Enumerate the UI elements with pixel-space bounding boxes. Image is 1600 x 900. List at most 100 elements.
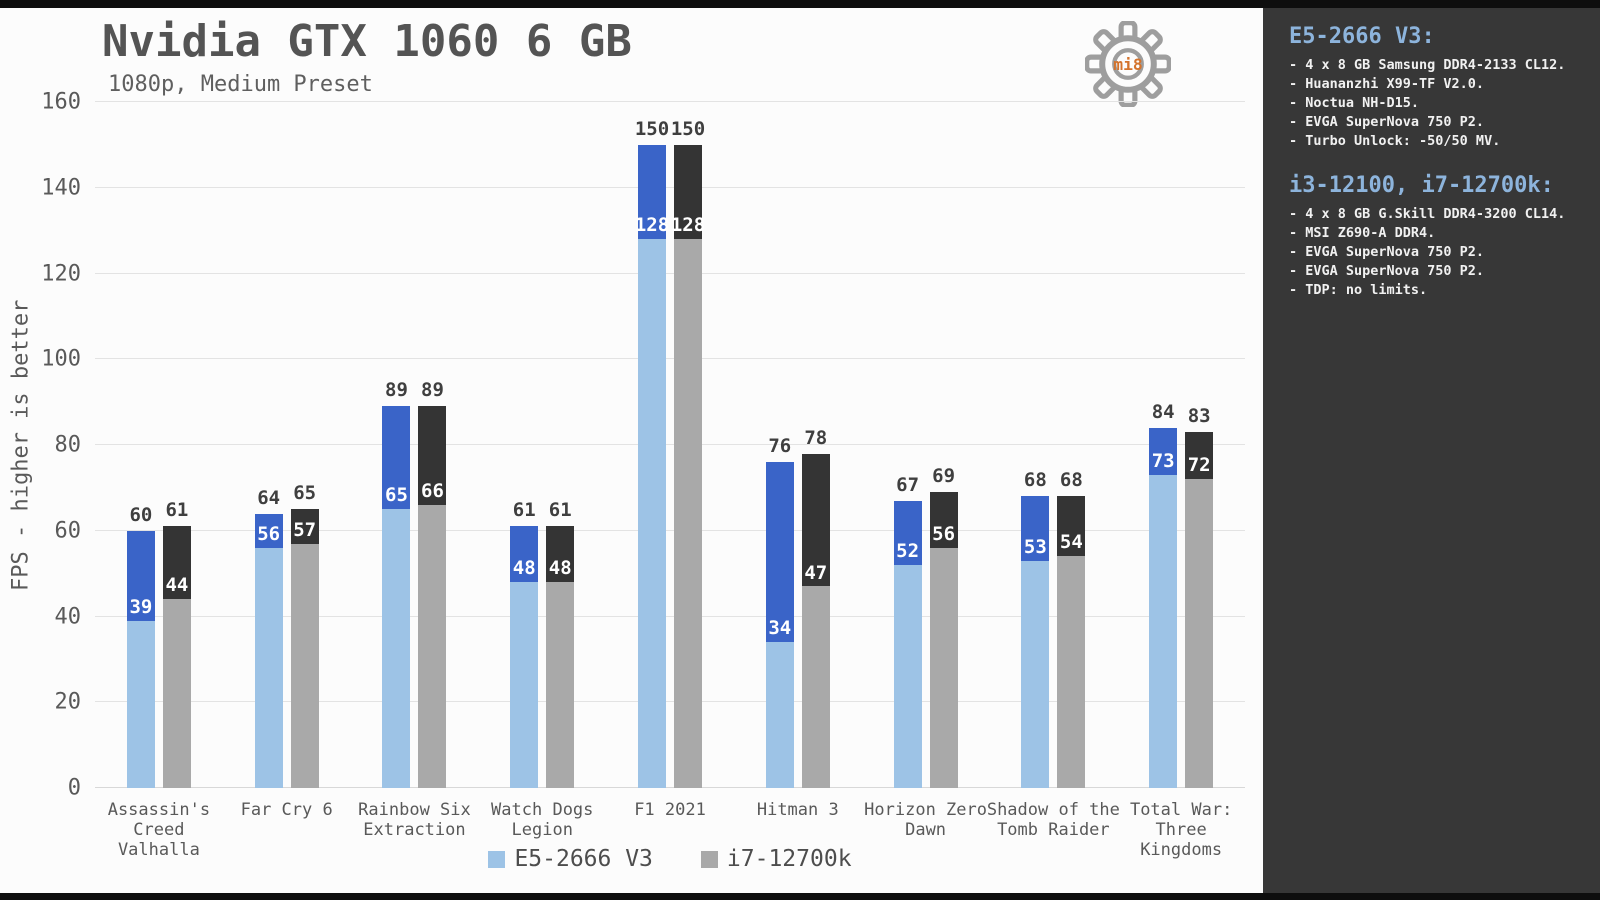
chart-title: Nvidia GTX 1060 6 GB — [102, 16, 632, 67]
gridline — [95, 272, 1245, 274]
gridline — [95, 444, 1245, 445]
bar-inner-value-label: 57 — [293, 518, 317, 541]
bar-dark-segment — [638, 144, 667, 240]
bar-inner-value-label: 73 — [1151, 450, 1175, 473]
x-axis-category-label: Far Cry 6 — [240, 800, 333, 820]
bar-dark-segment — [674, 144, 703, 240]
bar: 65 57 — [290, 482, 319, 788]
spec-item: - 4 x 8 GB G.Skill DDR4-3200 CL14. — [1289, 206, 1566, 222]
bar-value-label: 64 — [257, 486, 281, 509]
bar-value-label: 150 — [670, 117, 706, 140]
bar-inner-value-label: 34 — [768, 617, 792, 640]
y-axis-tick: 160 — [41, 89, 81, 115]
bar-value-label: 65 — [293, 482, 317, 505]
bar-group: 150 128 150 128 F1 2021 — [606, 102, 734, 820]
bar-dark-segment — [1057, 496, 1086, 557]
bar: 64 56 — [254, 487, 283, 788]
bar-dark-segment — [162, 526, 191, 600]
x-axis-category-label: Total War: Three Kingdoms — [1129, 800, 1233, 860]
bar-group: 67 52 69 56 Horizon Zero Dawn — [862, 102, 990, 840]
gridline — [95, 787, 1245, 788]
bar-inner-value-label: 128 — [634, 214, 670, 237]
bar: 150 128 — [634, 118, 670, 788]
gear-icon: mi8 — [1085, 21, 1171, 107]
bar-inner-value-label: 52 — [896, 540, 920, 563]
bar: 68 54 — [1057, 469, 1086, 788]
bar-value-label: 61 — [165, 499, 189, 522]
bar-value-label: 68 — [1059, 469, 1083, 492]
bar-inner-value-label: 47 — [804, 561, 828, 584]
bar-inner-value-label: 128 — [670, 214, 706, 237]
bar-pair: 60 39 61 44 — [95, 102, 223, 788]
spec-item: - TDP: no limits. — [1289, 282, 1428, 298]
bar-pair: 68 53 68 54 — [989, 102, 1117, 788]
bar-dark-segment — [126, 530, 155, 621]
plot-area: 0 20 40 60 80 100 120 140 160 60 39 61 44 Assassin's … — [41, 90, 1245, 860]
bar-value-label: 78 — [804, 426, 828, 449]
bar-pair: 76 34 78 47 — [734, 102, 862, 788]
bar: 61 44 — [162, 499, 191, 788]
bar-inner-value-label: 72 — [1187, 454, 1211, 477]
y-axis-tick: 140 — [41, 175, 81, 201]
legend: E5-2666 V3 i7-12700k — [95, 846, 1245, 872]
x-axis-category-label: F1 2021 — [634, 800, 706, 820]
y-axis-tick: 20 — [54, 689, 82, 715]
chart-panel: Nvidia GTX 1060 6 GB 1080p, Medium Prese… — [0, 8, 1263, 893]
x-axis-category-label: Shadow of the Tomb Raider — [986, 800, 1120, 840]
bar-value-label: 89 — [421, 379, 444, 402]
bar-pair: 84 73 83 72 — [1117, 102, 1245, 788]
legend-swatch-series2 — [700, 850, 718, 868]
bar: 60 39 — [126, 504, 155, 788]
bar-inner-value-label: 66 — [421, 480, 444, 503]
bar-group: 89 65 89 66 Rainbow Six Extraction — [351, 102, 479, 840]
spec-item: - MSI Z690-A DDR4. — [1289, 225, 1436, 241]
legend-item: i7-12700k — [700, 846, 852, 872]
bar-dark-segment — [290, 509, 319, 544]
bar: 83 72 — [1185, 405, 1214, 788]
spec-item: - Noctua NH-D15. — [1289, 95, 1420, 111]
bar-pair: 61 48 61 48 — [478, 102, 606, 788]
y-axis-tick: 80 — [54, 432, 82, 458]
bar-dark-segment — [1149, 427, 1178, 476]
bar-inner-value-label: 39 — [129, 595, 153, 618]
x-axis-category-label: Assassin's Creed Valhalla — [107, 800, 211, 860]
bar-value-label: 69 — [932, 465, 956, 488]
bar: 89 65 — [382, 379, 411, 788]
bar-groups: 60 39 61 44 Assassin's Creed Valhalla 64 56 65 5… — [95, 102, 1245, 860]
y-axis-tick: 120 — [41, 261, 81, 286]
bar-inner-value-label: 48 — [512, 557, 536, 580]
bar-dark-segment — [418, 406, 447, 506]
bar-value-label: 89 — [385, 379, 408, 402]
x-axis-category-label: Watch Dogs Legion — [491, 800, 594, 840]
x-axis-category-label: Hitman 3 — [756, 800, 839, 820]
spec-item: - Turbo Unlock: -50/50 MV. — [1289, 133, 1501, 149]
bar-group: 61 48 61 48 Watch Dogs Legion — [478, 102, 606, 840]
legend-label-series2: i7-12700k — [726, 846, 852, 872]
bar-inner-value-label: 65 — [385, 484, 408, 507]
bar-pair: 64 56 65 57 — [223, 102, 351, 788]
specs-heading: i3-12100, i7-12700k: — [1289, 173, 1554, 198]
y-axis-tick: 100 — [41, 346, 81, 372]
gridline — [95, 615, 1245, 617]
spec-item: - 4 x 8 GB Samsung DDR4-2133 CL12. — [1289, 57, 1566, 73]
bar-dark-segment — [893, 500, 922, 566]
bar: 84 73 — [1149, 401, 1178, 788]
spec-item: - EVGA SuperNova 750 P2. — [1289, 114, 1485, 130]
bar-pair: 67 52 69 56 — [862, 102, 990, 788]
bar: 89 66 — [418, 379, 447, 788]
bar: 76 34 — [765, 435, 794, 788]
bar-pair: 150 128 150 128 — [606, 102, 734, 788]
bar-value-label: 60 — [129, 503, 153, 526]
specs-section-i3-i7: i3-12100, i7-12700k: - 4 x 8 GB G.Skill … — [1289, 173, 1592, 300]
bar-inner-value-label: 56 — [257, 522, 281, 545]
gridline — [95, 701, 1245, 703]
x-axis-category-label: Rainbow Six Extraction — [358, 800, 471, 840]
spec-item: - Huananzhi X99-TF V2.0. — [1289, 76, 1485, 92]
legend-item: E5-2666 V3 — [488, 846, 653, 872]
bar-group: 84 73 83 72 Total War: Three Kingdoms — [1117, 102, 1245, 860]
gridline — [95, 358, 1245, 360]
bar: 67 52 — [893, 474, 922, 788]
bar: 150 128 — [670, 118, 706, 788]
gridline — [95, 186, 1245, 188]
bar-value-label: 150 — [634, 117, 670, 140]
